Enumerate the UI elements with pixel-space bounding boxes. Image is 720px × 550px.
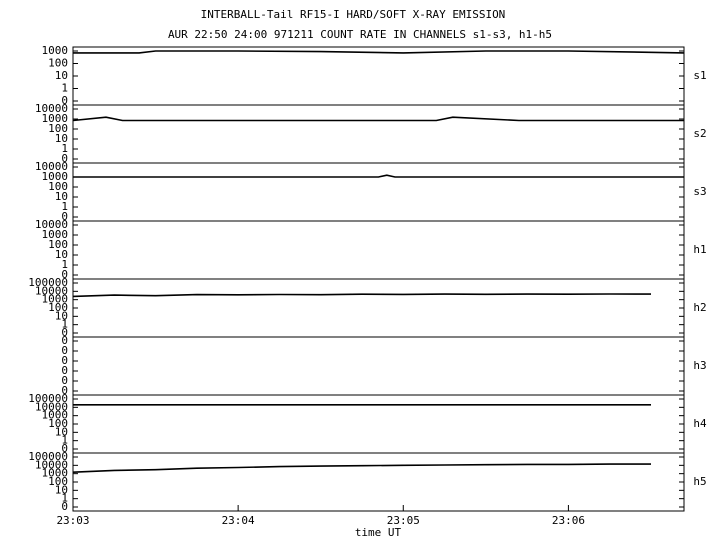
panel-label: h3: [693, 359, 706, 372]
x-tick-label: 23:03: [56, 514, 89, 527]
y-tick-label: 0: [61, 152, 68, 165]
y-tick-label: 100: [48, 180, 68, 193]
y-tick-label: 0: [61, 500, 68, 513]
chart-title: INTERBALL-Tail RF15-I HARD/SOFT X-RAY EM…: [201, 8, 506, 21]
panel-label: h5: [693, 475, 706, 488]
y-tick-label: 10: [55, 483, 68, 496]
y-tick-label: 10: [55, 132, 68, 145]
y-tick-label: 0: [61, 442, 68, 455]
panel-label: s2: [693, 127, 706, 140]
y-tick-label: 1000: [42, 409, 69, 422]
y-tick-label: 0: [61, 344, 68, 357]
y-tick-label: 1000: [42, 228, 69, 241]
data-line: [73, 50, 685, 54]
y-tick-label: 10000: [35, 160, 68, 173]
y-tick-label: 10000: [35, 218, 68, 231]
y-tick-label: 100: [48, 417, 68, 430]
data-line: [73, 174, 684, 178]
y-tick-label: 10000: [35, 400, 68, 413]
y-tick-label: 1000: [42, 170, 69, 183]
y-tick-label: 10000: [35, 102, 68, 115]
panel-label: h2: [693, 301, 706, 314]
y-tick-label: 10: [55, 309, 68, 322]
y-tick-label: 100000: [28, 276, 68, 289]
y-tick-label: 100000: [28, 450, 68, 463]
y-tick-label: 100: [48, 57, 68, 70]
y-tick-label: 1000: [42, 467, 69, 480]
y-tick-label: 100000: [28, 392, 68, 405]
y-tick-label: 100: [48, 122, 68, 135]
y-tick-label: 1: [61, 200, 68, 213]
panel-label: h1: [693, 243, 706, 256]
x-tick-label: 23:06: [552, 514, 585, 527]
y-tick-label: 1: [61, 258, 68, 271]
y-tick-label: 0: [61, 364, 68, 377]
y-tick-label: 1: [61, 142, 68, 155]
y-tick-label: 0: [61, 268, 68, 281]
y-tick-label: 0: [61, 384, 68, 397]
y-tick-label: 1000: [42, 293, 69, 306]
y-tick-label: 10: [55, 190, 68, 203]
y-tick-label: 0: [61, 354, 68, 367]
y-tick-label: 0: [61, 94, 68, 107]
y-tick-label: 100: [48, 475, 68, 488]
y-tick-label: 1: [61, 82, 68, 95]
data-line: [72, 116, 684, 122]
y-tick-label: 1000: [42, 44, 69, 57]
y-tick-label: 1: [61, 318, 68, 331]
chart-subtitle: AUR 22:50 24:00 971211 COUNT RATE IN CHA…: [168, 28, 552, 41]
y-tick-label: 1000: [42, 112, 69, 125]
y-tick-label: 10000: [35, 458, 68, 471]
x-tick-label: 23:05: [387, 514, 420, 527]
panel-label: h4: [693, 417, 707, 430]
y-tick-label: 10: [55, 69, 68, 82]
y-tick-label: 0: [61, 334, 68, 347]
y-tick-label: 1: [61, 434, 68, 447]
y-tick-label: 0: [61, 374, 68, 387]
y-tick-label: 10000: [35, 284, 68, 297]
panel-label: s1: [693, 69, 706, 82]
y-tick-label: 0: [61, 210, 68, 223]
y-tick-label: 100: [48, 301, 68, 314]
y-tick-label: 10: [55, 425, 68, 438]
panel-label: s3: [693, 185, 706, 198]
x-axis-label: time UT: [355, 526, 402, 539]
data-line: [72, 293, 652, 298]
data-line: [72, 463, 651, 473]
y-tick-label: 1: [61, 492, 68, 505]
y-tick-label: 0: [61, 326, 68, 339]
y-tick-label: 10: [55, 248, 68, 261]
y-tick-label: 100: [48, 238, 68, 251]
x-tick-label: 23:04: [222, 514, 255, 527]
